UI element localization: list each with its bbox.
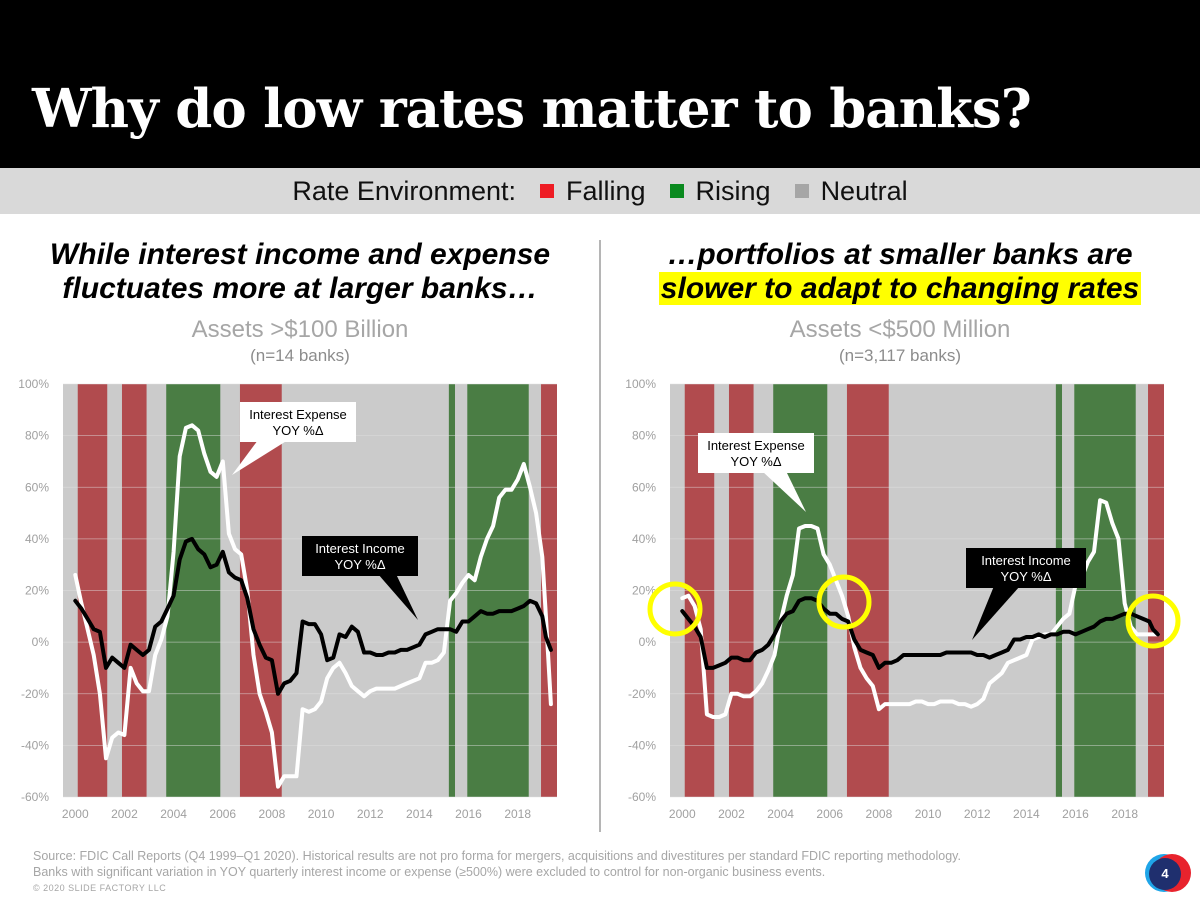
left-callout-line1: Interest Income — [315, 541, 405, 556]
left-x-tick-label: 2010 — [308, 807, 335, 821]
right-y-tick-label: 20% — [632, 584, 656, 598]
right-y-tick-label: -60% — [628, 790, 656, 804]
right-x-tick-label: 2004 — [767, 807, 794, 821]
left-callout-tail — [232, 440, 288, 475]
left-callout-line1: Interest Expense — [249, 407, 347, 422]
left-callout-box — [302, 536, 418, 576]
left-y-tick-label: -60% — [21, 790, 49, 804]
right-callout-box — [966, 548, 1086, 588]
source-line-2: Banks with significant variation in YOY … — [33, 865, 826, 879]
left-callout-line2: YOY %Δ — [272, 423, 323, 438]
legend-rising-swatch — [669, 184, 684, 198]
panel-divider — [599, 240, 601, 832]
right-highlight-circle — [816, 574, 872, 630]
right-headline-highlight: slower to adapt to changing rates — [658, 272, 1142, 305]
left-callout-box — [240, 402, 356, 442]
left-headline-line2: fluctuates more at larger banks… — [62, 272, 538, 305]
right-highlight-circle — [647, 581, 703, 637]
right-x-tick-label: 2016 — [1062, 807, 1089, 821]
left-y-tick-label: 20% — [25, 584, 49, 598]
right-x-tick-label: 2014 — [1013, 807, 1040, 821]
left-y-tick-label: -40% — [21, 738, 49, 752]
left-y-tick-label: 100% — [18, 377, 49, 391]
left-chart-title: Assets >$100 Billion — [191, 316, 409, 343]
right-headline: …portfolios at smaller banks are slower … — [620, 238, 1180, 306]
right-y-tick-label: 0% — [639, 635, 657, 649]
right-y-tick-label: 100% — [625, 377, 656, 391]
legend-neutral-swatch — [794, 184, 809, 198]
right-callout-line1: Interest Income — [981, 553, 1071, 568]
left-y-tick-label: 0% — [32, 635, 50, 649]
left-chart-note: (n=14 banks) — [250, 346, 350, 365]
page-number: 4 — [1149, 858, 1181, 890]
left-x-tick-label: 2004 — [160, 807, 187, 821]
source-note: Source: FDIC Call Reports (Q4 1999–Q1 20… — [33, 848, 961, 880]
right-y-tick-label: 60% — [632, 480, 656, 494]
copyright: © 2020 SLIDE FACTORY LLC — [33, 883, 167, 893]
right-x-tick-label: 2006 — [816, 807, 843, 821]
right-callout-box — [698, 433, 814, 473]
left-x-tick-label: 2008 — [259, 807, 286, 821]
right-y-tick-label: 80% — [632, 429, 656, 443]
right-y-tick-label: -20% — [628, 687, 656, 701]
left-x-tick-label: 2014 — [406, 807, 433, 821]
left-headline: While interest income and expense fluctu… — [20, 238, 580, 306]
left-x-tick-label: 2016 — [455, 807, 482, 821]
page-title: Why do low rates matter to banks? — [32, 78, 1032, 140]
legend-falling-label: Falling — [565, 175, 646, 206]
source-line-1: Source: FDIC Call Reports (Q4 1999–Q1 20… — [33, 849, 961, 863]
left-y-tick-label: 40% — [25, 532, 49, 546]
left-x-tick-label: 2012 — [357, 807, 384, 821]
page-badge: 4 — [1145, 854, 1191, 894]
legend-rising-label: Rising — [695, 175, 771, 206]
right-interest-income-line — [680, 596, 1160, 670]
right-x-tick-label: 2002 — [718, 807, 745, 821]
legend-neutral-label: Neutral — [820, 175, 908, 206]
right-y-tick-label: 40% — [632, 532, 656, 546]
header-bar — [0, 0, 1200, 168]
left-interest-expense-line — [73, 423, 553, 789]
right-x-tick-label: 2010 — [915, 807, 942, 821]
legend-falling-swatch — [539, 184, 554, 198]
right-highlight-circle — [1125, 593, 1181, 649]
left-x-tick-label: 2000 — [62, 807, 89, 821]
legend-label: Rate Environment: — [292, 175, 516, 206]
left-y-tick-label: -20% — [21, 687, 49, 701]
right-callout-line1: Interest Expense — [707, 438, 805, 453]
right-x-tick-label: 2012 — [964, 807, 991, 821]
right-chart-title: Assets <$500 Million — [789, 316, 1011, 343]
left-headline-line1: While interest income and expense — [49, 238, 551, 271]
left-interest-income-line — [73, 536, 553, 696]
left-callout-line2: YOY %Δ — [334, 557, 385, 572]
right-chart-note: (n=3,117 banks) — [838, 346, 962, 365]
right-x-tick-label: 2008 — [866, 807, 893, 821]
left-y-tick-label: 60% — [25, 480, 49, 494]
right-callout-tail — [972, 586, 1020, 640]
right-callout-line2: YOY %Δ — [1000, 569, 1051, 584]
left-x-tick-label: 2018 — [504, 807, 531, 821]
rate-environment-legend: Rate Environment: Falling Rising Neutral — [0, 168, 1200, 214]
left-x-tick-label: 2002 — [111, 807, 138, 821]
right-x-tick-label: 2018 — [1111, 807, 1138, 821]
right-headline-line1: …portfolios at smaller banks are — [667, 238, 1133, 271]
left-callout-tail — [378, 574, 418, 620]
left-y-tick-label: 80% — [25, 429, 49, 443]
right-callout-line2: YOY %Δ — [730, 454, 781, 469]
right-callout-tail — [762, 471, 806, 512]
left-x-tick-label: 2006 — [209, 807, 236, 821]
right-y-tick-label: -40% — [628, 738, 656, 752]
right-x-tick-label: 2000 — [669, 807, 696, 821]
